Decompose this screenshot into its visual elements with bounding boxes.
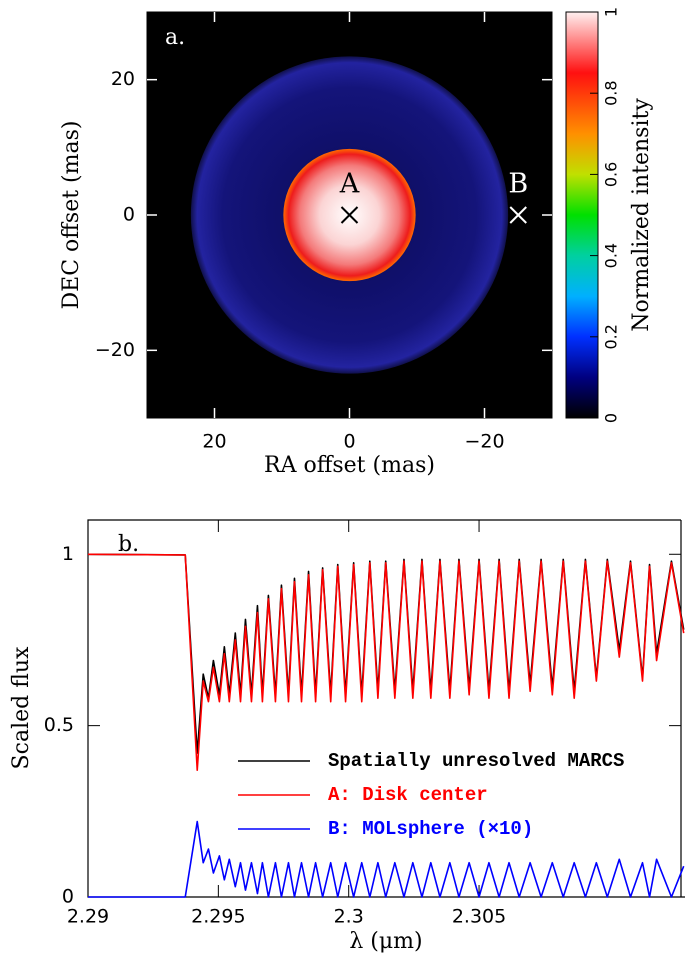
x-tick-label: 2.29 bbox=[67, 906, 109, 928]
panel-label: a. bbox=[165, 25, 185, 50]
series-line bbox=[87, 553, 685, 771]
x-tick-label: −20 bbox=[464, 431, 504, 453]
x-tick-label: 2.3 bbox=[334, 906, 364, 928]
colorbar-tick-label: 0.4 bbox=[602, 243, 621, 268]
y-tick-label: 0 bbox=[62, 886, 74, 908]
x-axis-label: λ (μm) bbox=[349, 929, 422, 954]
marker-cross bbox=[509, 206, 527, 224]
y-tick-label: 20 bbox=[111, 68, 135, 90]
colorbar-tick-label: 0.2 bbox=[602, 324, 621, 349]
series-line bbox=[88, 820, 685, 898]
y-axis-label: DEC offset (mas) bbox=[59, 121, 84, 310]
colorbar-label: Normalized intensity bbox=[629, 98, 654, 332]
legend-label: B: MOLsphere (×10) bbox=[328, 818, 533, 840]
marker-label: A bbox=[339, 169, 360, 200]
x-axis-label: RA offset (mas) bbox=[264, 453, 435, 478]
colorbar-tick-label: 0 bbox=[602, 413, 621, 423]
colorbar-tick-label: 0.6 bbox=[602, 162, 621, 187]
x-tick-label: 20 bbox=[202, 431, 226, 453]
marker-label: B bbox=[508, 169, 528, 200]
x-tick-label: 0 bbox=[343, 431, 355, 453]
x-tick-label: 2.295 bbox=[191, 906, 245, 928]
colorbar-tick-label: 1 bbox=[602, 7, 621, 17]
legend-label: Spatially unresolved MARCS bbox=[328, 750, 624, 772]
panel-label: b. bbox=[118, 532, 139, 557]
y-tick-label: −20 bbox=[95, 339, 135, 361]
legend-label: A: Disk center bbox=[328, 784, 488, 806]
colorbar-tick-label: 0.8 bbox=[602, 80, 621, 105]
x-tick-label: 2.305 bbox=[452, 906, 506, 928]
colorbar bbox=[565, 11, 599, 419]
y-tick-label: 1 bbox=[62, 543, 74, 565]
marker-cross bbox=[340, 206, 359, 224]
y-tick-label: 0 bbox=[123, 204, 135, 226]
y-axis-label: Scaled flux bbox=[9, 646, 34, 769]
y-tick-label: 0.5 bbox=[44, 714, 74, 736]
